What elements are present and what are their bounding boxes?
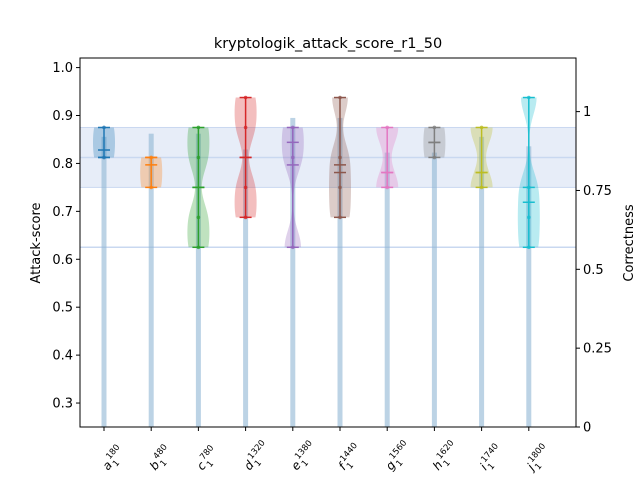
x-tick-text: a1180 — [98, 443, 130, 476]
data-point — [243, 125, 248, 130]
data-point — [196, 245, 201, 250]
correctness-bar — [243, 149, 249, 427]
data-point — [479, 125, 484, 130]
y-tick-label: 0.6 — [52, 253, 73, 268]
x-tick-label: i11740 — [476, 442, 509, 476]
violin-a — [93, 125, 115, 160]
data-point — [385, 185, 390, 190]
correctness-bar — [337, 117, 343, 427]
violin-f — [329, 95, 351, 220]
data-point — [338, 155, 342, 160]
violin-h — [423, 125, 446, 160]
y-tick-label: 0.7 — [52, 205, 73, 220]
data-point — [432, 155, 437, 160]
data-point — [527, 215, 531, 220]
violin-g — [376, 125, 399, 190]
x-tick-label: g11560 — [381, 438, 417, 475]
x-tick-label: c1780 — [192, 443, 224, 475]
x-tick-text: h11620 — [428, 438, 464, 475]
data-point — [338, 185, 342, 190]
x-tick-label: j11800 — [522, 442, 556, 477]
correctness-bar — [290, 117, 296, 427]
violin-j — [517, 95, 540, 250]
data-point — [243, 185, 248, 190]
x-tick-label: h11620 — [428, 438, 464, 475]
correctness-bar — [148, 133, 154, 427]
y2-tick-label: 0 — [583, 421, 591, 436]
data-point — [243, 95, 248, 100]
x-tick-label: e11380 — [287, 439, 323, 476]
correctness-bar — [384, 152, 390, 427]
x-tick-text: f11440 — [334, 441, 368, 476]
y-tick-label: 0.8 — [52, 157, 73, 172]
y-tick-label: 0.4 — [52, 349, 73, 364]
data-point — [291, 155, 295, 160]
y-tick-label: 0.3 — [52, 397, 73, 412]
data-point — [291, 245, 295, 250]
y-axis-label: Attack-score — [29, 202, 44, 283]
x-tick-text: b1480 — [145, 443, 177, 476]
data-point — [527, 245, 531, 250]
data-point — [479, 185, 484, 190]
chart-title: kryptologik_attack_score_r1_50 — [214, 36, 442, 52]
violin-e — [281, 125, 304, 250]
y-tick-label: 0.9 — [52, 109, 73, 124]
data-point — [385, 125, 390, 130]
data-point — [527, 95, 531, 100]
data-point — [196, 155, 201, 160]
x-tick-text: i11740 — [476, 442, 509, 476]
correctness-bar — [431, 152, 437, 427]
y2-tick-label: 0.75 — [583, 184, 612, 199]
x-tick-text: e11380 — [287, 439, 323, 476]
data-point — [432, 125, 437, 130]
violin-b — [140, 155, 163, 190]
violin-d — [234, 95, 257, 220]
data-point — [243, 215, 248, 220]
correctness-bar — [195, 133, 201, 427]
x-tick-label: d11320 — [240, 438, 276, 475]
data-point — [196, 125, 201, 130]
data-point — [149, 155, 153, 160]
data-point — [338, 215, 342, 220]
correctness-bar — [526, 146, 532, 428]
data-point — [338, 95, 342, 100]
data-point — [527, 185, 531, 190]
data-point — [149, 185, 153, 190]
y-tick-label: 1.0 — [52, 61, 73, 76]
correctness-bar — [101, 136, 107, 427]
y2-tick-label: 1 — [583, 105, 591, 120]
x-tick-text: c1780 — [192, 443, 224, 475]
plot-frame — [79, 57, 577, 428]
x-tick-label: b1480 — [145, 443, 177, 476]
data-point — [102, 125, 106, 130]
y-tick-label: 0.5 — [52, 301, 73, 316]
x-tick-text: j11800 — [522, 442, 556, 477]
data-point — [102, 155, 106, 160]
y2-axis-label: Correctness — [622, 204, 637, 281]
violin-c — [187, 125, 210, 250]
y2-tick-label: 0.25 — [583, 342, 612, 357]
x-tick-text: d11320 — [240, 438, 276, 475]
correctness-bar — [479, 136, 485, 427]
data-point — [291, 125, 295, 130]
y2-tick-label: 0.5 — [583, 263, 604, 278]
x-tick-label: f11440 — [334, 441, 368, 476]
x-tick-label: a1180 — [98, 443, 130, 476]
data-point — [196, 215, 201, 220]
plot-area: 0.3 0.4 0.5 0.6 0.7 0.8 0.9 1.0 0 0.25 0.5 0.75 1 a11… — [52, 57, 612, 477]
x-tick-text: g11560 — [381, 438, 417, 475]
violin-i — [470, 125, 493, 190]
